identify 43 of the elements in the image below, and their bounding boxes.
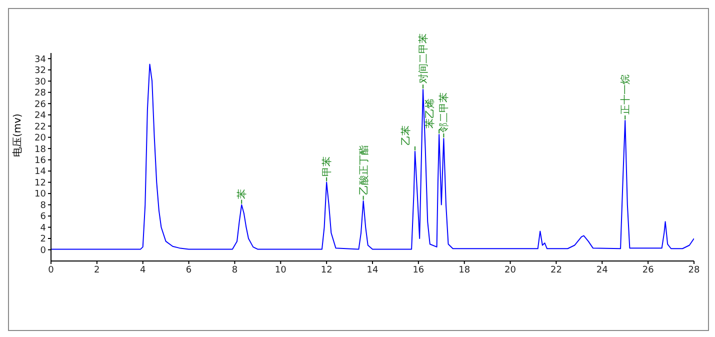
- y-tick-label: 8: [40, 200, 46, 211]
- x-tick-label: 0: [48, 265, 54, 276]
- y-tick-label: 26: [34, 100, 46, 110]
- x-tick-label: 14: [366, 265, 378, 276]
- y-tick-label: 4: [40, 223, 46, 234]
- x-tick-label: 16: [412, 265, 424, 276]
- y-tick-label: 32: [34, 66, 46, 76]
- y-axis-title: 电压(mv): [12, 113, 24, 157]
- x-tick-label: 22: [550, 265, 562, 276]
- x-tick-label: 8: [232, 265, 238, 276]
- x-tick-label: 20: [504, 265, 516, 276]
- y-tick-label: 18: [34, 144, 46, 155]
- y-tick-label: 6: [40, 212, 46, 222]
- annotation: 苯: [236, 188, 248, 199]
- x-tick-label: 26: [642, 265, 654, 276]
- annotation: 邻二甲苯: [438, 92, 450, 132]
- x-tick-label: 10: [274, 265, 287, 276]
- y-tick-label: 14: [34, 167, 46, 178]
- x-tick-label: 18: [458, 265, 470, 276]
- x-tick-label: 28: [688, 265, 700, 276]
- y-tick-label: 22: [34, 122, 46, 132]
- y-tick-label: 12: [34, 178, 46, 188]
- y-tick-label: 34: [34, 54, 46, 65]
- x-tick-label: 2: [94, 265, 100, 276]
- annotation: 甲苯: [321, 156, 334, 176]
- annotation: 乙酸正丁酯: [358, 144, 370, 195]
- x-tick-label: 12: [320, 265, 332, 276]
- annotation: 正十一烷: [620, 74, 632, 114]
- y-tick-label: 0: [40, 246, 46, 256]
- y-tick-label: 28: [34, 88, 46, 99]
- y-tick-label: 30: [34, 77, 46, 88]
- x-tick-label: 6: [186, 265, 192, 276]
- y-tick-label: 20: [34, 134, 46, 144]
- annotation: 乙苯: [400, 125, 412, 146]
- x-tick-label: 24: [596, 265, 608, 276]
- y-tick-label: 24: [34, 111, 46, 122]
- y-tick-label: 2: [40, 234, 46, 245]
- annotation: 苯乙烯: [424, 98, 436, 129]
- y-tick-label: 10: [34, 190, 46, 200]
- annotation: 对间二甲苯: [418, 34, 430, 84]
- x-tick-label: 4: [140, 265, 146, 276]
- y-tick-label: 16: [34, 156, 46, 166]
- line-series: [51, 64, 694, 250]
